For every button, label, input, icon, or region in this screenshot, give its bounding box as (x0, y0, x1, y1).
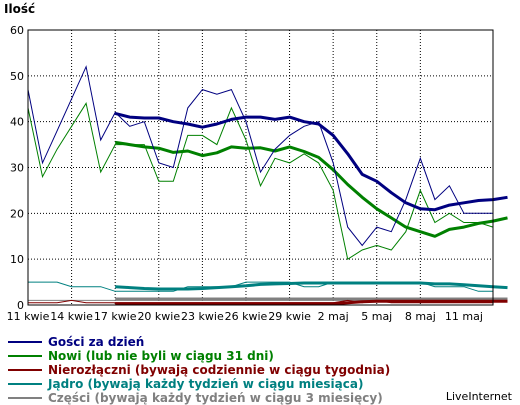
legend-label: Jądro (bywają każdy tydzień w ciągu mies… (47, 377, 363, 391)
y-tick-label: 10 (10, 253, 24, 266)
x-tick-label: 11 kwie (7, 310, 50, 323)
brand-label: LiveInternet (446, 390, 513, 403)
x-tick-label: 26 kwie (225, 310, 268, 323)
y-tick-label: 50 (10, 70, 24, 83)
plot-frame (27, 29, 494, 306)
series-line-average (114, 111, 508, 212)
series-line-daily (27, 101, 494, 261)
x-tick-label: 5 maj (361, 310, 392, 323)
series-line-daily (27, 65, 493, 247)
y-tick-label: 40 (10, 116, 24, 129)
x-tick-labels: 11 kwie 14 kwie 17 kwie 20 kwie 23 kwie 26 kw… (7, 310, 483, 323)
legend-label: Części (bywają każdy tydzień w ciągu 3 m… (48, 391, 383, 405)
y-tick-label: 20 (10, 207, 24, 220)
series-line-average (115, 281, 508, 291)
series-line-average (115, 299, 508, 306)
y-tick-labels: 0 10 20 30 40 50 60 (10, 24, 24, 312)
x-tick-label: 8 maj (405, 310, 436, 323)
y-axis-title: Ilość (4, 2, 35, 16)
x-tick-label: 11 maj (445, 310, 483, 323)
x-tick-label: 2 maj (318, 310, 349, 323)
grid (28, 30, 493, 305)
legend-label: Gości za dzień (48, 335, 144, 349)
x-tick-label: 14 kwie (50, 310, 93, 323)
legend-label: Nierozłączni (bywają codziennie w ciągu … (48, 363, 390, 377)
y-tick-label: 60 (10, 24, 24, 37)
series-line-average (114, 140, 508, 238)
y-tick-label: 0 (17, 299, 24, 312)
legend-label: Nowi (lub nie byli w ciągu 31 dni) (48, 349, 274, 363)
y-tick-label: 30 (10, 162, 24, 175)
x-tick-label: 23 kwie (181, 310, 224, 323)
x-tick-label: 17 kwie (94, 310, 137, 323)
series-lines (27, 65, 508, 306)
x-tick-label: 20 kwie (137, 310, 180, 323)
x-tick-label: 29 kwie (268, 310, 311, 323)
